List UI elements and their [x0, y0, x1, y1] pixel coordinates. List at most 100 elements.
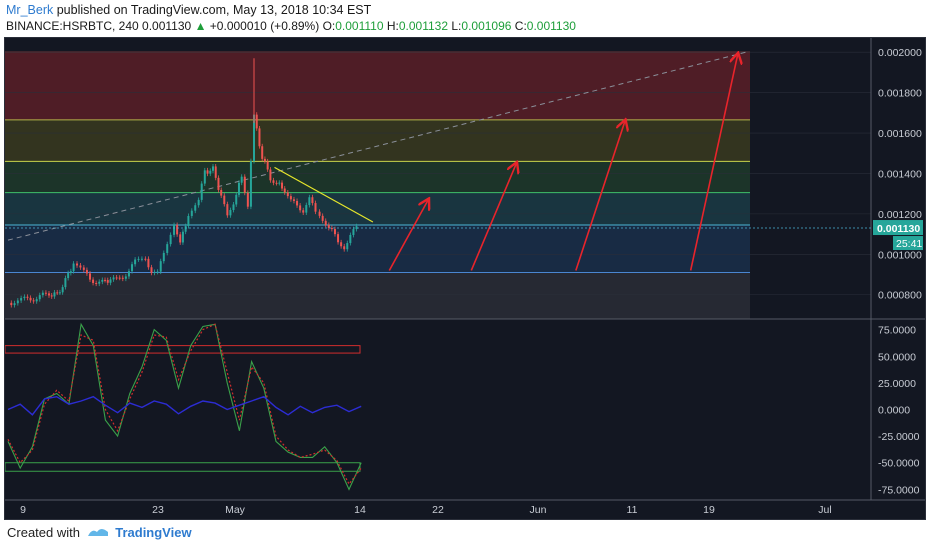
- candle-body: [159, 261, 162, 272]
- candle-body: [324, 220, 327, 225]
- fib-band: [5, 192, 750, 225]
- candle-body: [131, 264, 134, 272]
- candle-body: [89, 273, 91, 280]
- candle-body: [217, 177, 220, 190]
- footer: Created with TradingView: [7, 525, 192, 540]
- candle-body: [16, 300, 19, 304]
- osc-lower-band: [5, 462, 361, 472]
- candle-body: [223, 195, 226, 205]
- candle-body: [137, 258, 140, 260]
- candle-body: [115, 277, 118, 279]
- target-arrow: [470, 163, 516, 271]
- candle-body: [35, 299, 38, 302]
- osc-upper-band: [5, 345, 361, 354]
- time-tick-label: Jun: [530, 504, 547, 516]
- candle-body: [299, 205, 302, 211]
- candle-body: [124, 276, 127, 279]
- candle-body: [190, 210, 193, 216]
- price-change: +0.000010 (+0.89%): [209, 19, 320, 33]
- author-link[interactable]: Mr_Berk: [6, 3, 54, 17]
- candle-body: [203, 170, 206, 184]
- target-arrow: [689, 54, 738, 271]
- candle-body: [127, 271, 130, 277]
- published-text: published on TradingView.com, May 13, 20…: [56, 3, 372, 17]
- publish-line: Mr_Berk published on TradingView.com, Ma…: [6, 3, 371, 17]
- candle-body: [330, 228, 333, 230]
- candle-body: [289, 196, 292, 200]
- high-value: 0.001132: [398, 19, 449, 33]
- countdown-label: 25:41: [896, 238, 922, 250]
- candle-body: [197, 199, 200, 206]
- candle-body: [20, 298, 23, 301]
- time-tick-label: 11: [627, 504, 638, 516]
- candle-body: [144, 258, 147, 260]
- candle-body: [305, 205, 308, 213]
- time-tick-label: 22: [432, 504, 444, 516]
- candle-body: [308, 197, 311, 206]
- candle-body: [243, 176, 246, 193]
- up-triangle-icon: ▲: [194, 19, 207, 33]
- chart-svg[interactable]: 0.002000 0.001800 0.001600 0.001400 0.001200…: [5, 38, 925, 519]
- candle-body: [272, 180, 275, 183]
- candle-body: [278, 182, 281, 184]
- candle-body: [302, 210, 305, 213]
- candle-body: [166, 244, 169, 253]
- candle-body: [61, 287, 64, 293]
- yellow-trendline: [274, 166, 374, 223]
- candle-body: [64, 278, 67, 288]
- candle-body: [92, 279, 95, 283]
- countdown-tag: [893, 236, 923, 251]
- candle-body: [249, 161, 252, 207]
- price-tick-label: 0.000800: [878, 290, 922, 302]
- high-label: H:: [386, 19, 399, 33]
- candle-body: [184, 226, 187, 232]
- last-price-tag: [873, 220, 923, 236]
- osc-tick-label: 50.0000: [878, 351, 916, 363]
- candle-body: [101, 279, 104, 282]
- last-price: 0.001130: [142, 19, 192, 33]
- time-tick-label: Jul: [818, 504, 831, 516]
- candle-body: [82, 267, 85, 270]
- candle-body: [321, 215, 324, 221]
- candle-body: [200, 183, 203, 200]
- candle-body: [121, 277, 124, 279]
- candle-body: [134, 259, 137, 265]
- candle-body: [67, 273, 70, 279]
- candle-body: [235, 194, 238, 205]
- candle-body: [10, 302, 13, 306]
- osc-tick-label: 25.0000: [878, 378, 916, 390]
- candle-body: [29, 297, 32, 301]
- chart-area[interactable]: 0.002000 0.001800 0.001600 0.001400 0.001200…: [4, 37, 926, 520]
- chart-header: Mr_Berk published on TradingView.com, Ma…: [6, 2, 926, 36]
- candle-body: [162, 252, 165, 262]
- candle-body: [98, 281, 101, 284]
- candle-body: [214, 166, 217, 178]
- target-arrow: [575, 121, 625, 271]
- candle-body: [258, 128, 261, 147]
- low-label: L:: [451, 19, 462, 33]
- price-tick-label: 0.001000: [878, 249, 922, 261]
- candle-body: [266, 161, 269, 170]
- osc-tick-label: 0.0000: [878, 405, 910, 417]
- time-tick-label: 19: [703, 504, 715, 516]
- tradingview-brand[interactable]: TradingView: [115, 525, 192, 540]
- candle-body: [237, 182, 240, 195]
- candle-body: [85, 269, 88, 274]
- last-price-label: 0.001130: [877, 223, 920, 235]
- osc-series-line: [7, 395, 362, 416]
- candle-body: [281, 182, 284, 189]
- fib-band: [5, 161, 750, 193]
- dashed-trend-line: [7, 51, 747, 241]
- candle-body: [327, 224, 330, 229]
- osc-tick-label: -25.0000: [878, 431, 920, 443]
- candle-body: [53, 292, 56, 297]
- ohlc-line: BINANCE:HSRBTC, 240 0.001130 ▲ +0.000010…: [6, 19, 576, 33]
- candle-body: [349, 234, 352, 244]
- candle-body: [79, 265, 82, 268]
- candle-body: [346, 243, 349, 250]
- fib-band: [5, 272, 750, 319]
- candle-body: [286, 192, 289, 197]
- candle-body: [26, 296, 29, 298]
- candle-body: [343, 246, 346, 250]
- open-label: O:: [322, 19, 336, 33]
